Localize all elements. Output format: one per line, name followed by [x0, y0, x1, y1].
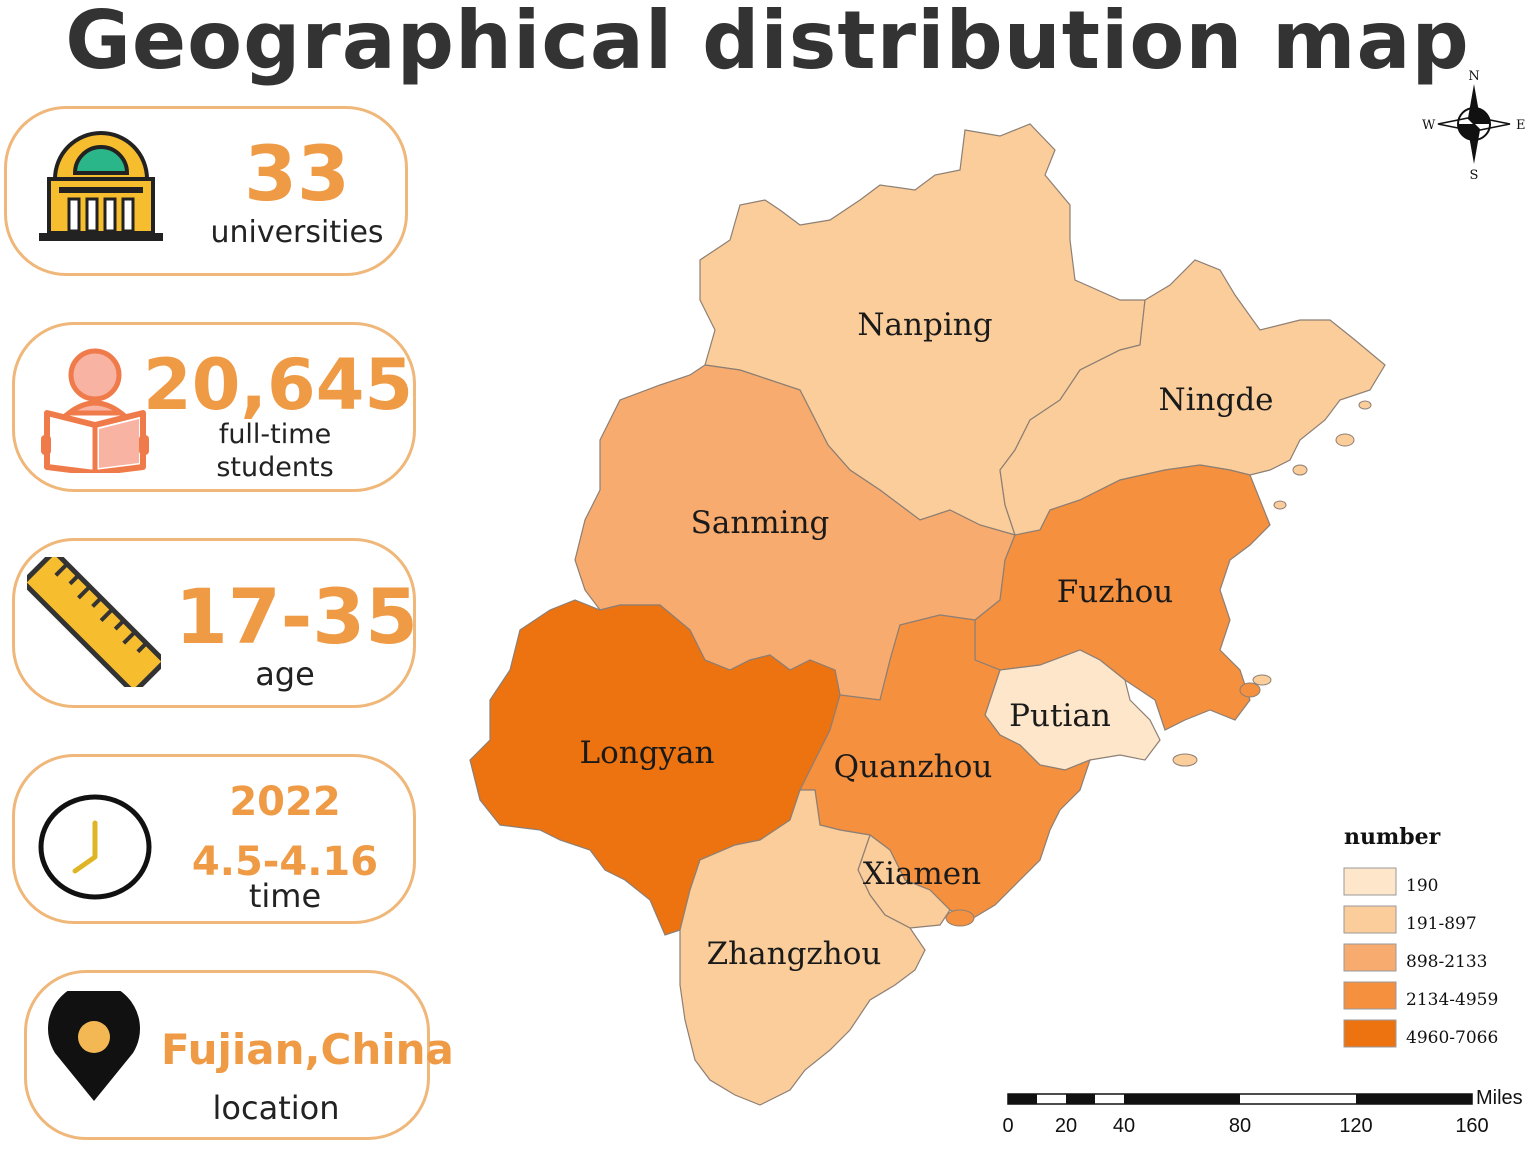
stat-card-location: Fujian,China location	[24, 970, 454, 1140]
legend-swatch-2	[1343, 905, 1397, 934]
university-building-icon	[39, 131, 163, 241]
legend-label-1: 190	[1406, 876, 1438, 896]
age-label: age	[255, 655, 315, 693]
ruler-icon	[27, 557, 161, 687]
legend-title: number	[1344, 824, 1441, 850]
stat-card-age: 17-35 age	[12, 538, 419, 708]
compass-w: W	[1422, 118, 1436, 133]
universities-label: universities	[210, 215, 384, 250]
legend-swatch-3	[1343, 943, 1397, 972]
scale-tick-120: 120	[1339, 1115, 1372, 1137]
coastal-islands	[1172, 400, 1372, 767]
legend: number 190 191-897 898-2133 2134-4959 49…	[1343, 824, 1498, 1048]
region-label-ningde: Ningde	[1158, 382, 1273, 418]
region-label-zhangzhou: Zhangzhou	[707, 936, 882, 972]
compass-e: E	[1516, 118, 1526, 133]
fujian-map: Nanping Ningde Sanming Fuzhou Putian Lon…	[469, 69, 1526, 1137]
compass-n: N	[1468, 69, 1479, 84]
compass-rose-icon: N S E W	[1422, 69, 1526, 183]
scale-unit: Miles	[1476, 1087, 1523, 1109]
scale-tick-40: 40	[1113, 1115, 1135, 1137]
legend-label-2: 191-897	[1406, 914, 1477, 934]
scale-tick-160: 160	[1455, 1115, 1488, 1137]
region-label-quanzhou: Quanzhou	[834, 749, 993, 785]
stat-card-universities: 33 universities	[4, 106, 408, 276]
stat-card-time: 2022 4.5-4.16 time	[12, 754, 416, 924]
scale-tick-20: 20	[1055, 1115, 1077, 1137]
legend-label-5: 4960-7066	[1406, 1028, 1498, 1048]
clock-icon	[38, 794, 152, 900]
scale-bar: Miles 0 20 40 80 120 160	[1002, 1087, 1522, 1137]
time-value-dates: 4.5-4.16	[191, 839, 379, 885]
compass-s: S	[1470, 168, 1479, 183]
stat-card-students: 20,645 full-time students	[12, 322, 416, 492]
universities-value: 33	[244, 129, 350, 218]
region-label-xiamen: Xiamen	[863, 856, 981, 892]
students-label-line1: full-time	[218, 419, 332, 450]
age-value: 17-35	[175, 572, 419, 661]
time-label: time	[248, 877, 322, 915]
location-label: location	[212, 1089, 340, 1127]
legend-swatch-5	[1343, 1019, 1397, 1048]
region-label-putian: Putian	[1009, 698, 1111, 734]
scale-tick-0: 0	[1002, 1115, 1013, 1137]
page-title: Geographical distribution map	[65, 0, 1470, 87]
fuzhou-islands	[945, 682, 1261, 927]
region-label-nanping: Nanping	[857, 307, 992, 343]
region-zhangzhou[interactable]	[679, 789, 926, 1106]
legend-label-3: 898-2133	[1406, 952, 1487, 972]
time-value-year: 2022	[229, 779, 341, 825]
region-label-longyan: Longyan	[579, 735, 714, 771]
legend-swatch-1	[1343, 867, 1397, 896]
legend-label-4: 2134-4959	[1406, 990, 1498, 1010]
legend-swatch-4	[1343, 981, 1397, 1010]
scale-tick-80: 80	[1229, 1115, 1251, 1137]
location-pin-icon	[48, 991, 140, 1101]
region-label-fuzhou: Fuzhou	[1057, 574, 1173, 610]
region-label-sanming: Sanming	[691, 505, 830, 541]
students-value: 20,645	[143, 344, 414, 426]
students-label-line2: students	[216, 452, 334, 483]
student-reading-icon	[41, 348, 149, 473]
location-value: Fujian,China	[161, 1025, 454, 1074]
